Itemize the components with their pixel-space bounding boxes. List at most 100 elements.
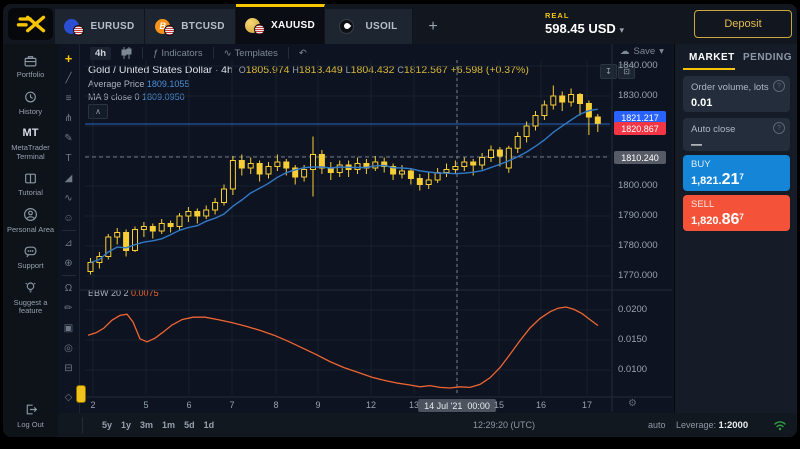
active-tab-underline: [683, 68, 735, 70]
deposit-button[interactable]: Deposit: [694, 10, 792, 38]
chart-style-button[interactable]: [121, 47, 132, 59]
sell-price-badge: 1820.867: [614, 122, 666, 135]
crosshair-icon[interactable]: +: [60, 48, 78, 68]
ohlc-l: L1804.432: [343, 64, 395, 76]
timezone-auto-button[interactable]: auto: [648, 420, 666, 430]
time-axis-label: 15: [494, 400, 504, 410]
tab-market[interactable]: MARKET: [689, 52, 735, 63]
price-axis-label: 1770.000: [618, 270, 658, 281]
pattern-icon[interactable]: ◢: [60, 168, 78, 188]
range-button-5d[interactable]: 5d: [184, 420, 195, 430]
chart-legend: Gold / United States Dollar · 4h O1805.9…: [88, 64, 529, 102]
hide-drawings-icon[interactable]: ◎: [60, 338, 78, 358]
tab-usoil[interactable]: USOIL: [325, 9, 413, 44]
delete-drawings-icon[interactable]: ⊟: [60, 358, 78, 378]
tab-xauusd[interactable]: XAUUSD: [236, 4, 325, 44]
legend-collapse-button[interactable]: ∧: [88, 104, 108, 119]
range-button-1y[interactable]: 1y: [121, 420, 131, 430]
undo-button[interactable]: ↶: [299, 48, 307, 59]
history-icon: [23, 89, 38, 105]
sidebar-item-metatrader-terminal[interactable]: MTMetaTrader Terminal: [3, 125, 58, 161]
sidebar-item-log-out[interactable]: Log Out: [3, 402, 58, 430]
range-button-1d[interactable]: 1d: [204, 420, 215, 430]
add-tab-button[interactable]: +: [413, 9, 453, 44]
range-button-1m[interactable]: 1m: [162, 420, 175, 430]
logo-icon: [16, 14, 46, 34]
broker-logo[interactable]: [8, 8, 53, 40]
function-icon: ƒ: [153, 48, 158, 59]
toolbar-divider: [62, 230, 76, 231]
zoom-in-icon[interactable]: ⊕: [60, 253, 78, 273]
order-volume-value[interactable]: 0.01: [691, 97, 782, 109]
save-button[interactable]: ☁ Save ▾: [620, 46, 664, 57]
symbol-tab-strip: EURUSDBBTCUSD XAUUSD USOIL +: [55, 4, 453, 44]
toolbar-divider: [62, 275, 76, 276]
buy-button[interactable]: BUY 1,821.217: [683, 155, 790, 191]
tab-pending[interactable]: PENDING: [743, 52, 792, 63]
axis-settings-gear-icon[interactable]: ⚙: [628, 398, 637, 409]
emoji-icon[interactable]: ☺: [60, 208, 78, 228]
toolbar-divider: [288, 47, 289, 59]
range-button-5y[interactable]: 5y: [102, 420, 112, 430]
lock-drawings-icon[interactable]: ▣: [60, 318, 78, 338]
cloud-icon: ☁: [620, 46, 630, 57]
server-clock: 12:29:20 (UTC): [473, 420, 535, 430]
auto-close-value[interactable]: —: [691, 139, 782, 151]
tab-label: XAUUSD: [271, 20, 315, 31]
scroll-to-recent-button[interactable]: ↧: [600, 64, 617, 79]
chart-toolbar: 4h ƒ Indicators ∿ Templates ↶ ☁ Save ▾: [80, 44, 672, 62]
us-flag-icon: [164, 25, 175, 36]
price-axis-label: 1780.000: [618, 240, 658, 251]
account-switcher[interactable]: REAL 598.45 USD ▾: [545, 11, 624, 36]
help-icon[interactable]: ?: [773, 122, 785, 134]
tab-btcusd[interactable]: BBTCUSD: [145, 9, 236, 44]
drawing-mode-icon[interactable]: ✏: [60, 298, 78, 318]
time-axis-label: 5: [143, 400, 148, 410]
sidebar-item-label: Personal Area: [5, 226, 57, 235]
price-axis-label: 1830.000: [618, 90, 658, 101]
tab-label: USOIL: [365, 21, 397, 32]
text-icon[interactable]: T: [60, 148, 78, 168]
pitchfork-icon[interactable]: ⋔: [60, 108, 78, 128]
toolbar-divider: [213, 47, 214, 59]
order-volume-card[interactable]: Order volume, lots 0.01 ?: [683, 76, 790, 112]
btc-icon: B: [155, 18, 175, 36]
help-icon[interactable]: ?: [773, 80, 785, 92]
chat-icon: [23, 243, 38, 259]
tab-eurusd[interactable]: EURUSD: [55, 9, 145, 44]
sell-price: 1,820.867: [691, 211, 782, 229]
drawing-anchor-marker[interactable]: [76, 385, 86, 403]
sidebar-item-personal-area[interactable]: Personal Area: [3, 207, 58, 235]
sidebar-item-suggest-a-feature[interactable]: Suggest a feature: [3, 280, 58, 316]
ma-row: MA 9 close 0 1809.0950: [88, 92, 529, 102]
legend-title-row: Gold / United States Dollar · 4h O1805.9…: [88, 64, 529, 76]
sidebar-item-portfolio[interactable]: Portfolio: [3, 52, 58, 80]
briefcase-icon: [23, 52, 38, 68]
sidebar-item-label: History: [5, 108, 57, 117]
brush-icon[interactable]: ✎: [60, 128, 78, 148]
sidebar-item-history[interactable]: History: [3, 89, 58, 117]
favorites-icon[interactable]: ◇: [60, 387, 78, 407]
time-axis-label: 7: [229, 400, 234, 410]
timeframe-button[interactable]: 4h: [90, 47, 111, 60]
magnet-icon[interactable]: Ω: [60, 278, 78, 298]
range-button-3m[interactable]: 3m: [140, 420, 153, 430]
elliott-wave-icon[interactable]: ∿: [60, 188, 78, 208]
order-panel: MARKET PENDING Order volume, lots 0.01 ?…: [674, 44, 797, 413]
indicators-button[interactable]: ƒ Indicators: [153, 48, 202, 59]
sidebar-item-tutorial[interactable]: Tutorial: [3, 170, 58, 198]
trend-line-icon[interactable]: ╱: [60, 68, 78, 88]
symbol-title[interactable]: Gold / United States Dollar: [88, 64, 212, 76]
chart-area[interactable]: 4h ƒ Indicators ∿ Templates ↶ ☁ Save ▾: [80, 44, 672, 413]
avg-price-row: Average Price 1809.1055: [88, 79, 529, 89]
sidebar-item-support[interactable]: Support: [3, 243, 58, 271]
measure-icon[interactable]: ⊿: [60, 233, 78, 253]
mt-icon: MT: [23, 125, 39, 141]
bulb-icon: [23, 280, 38, 296]
fib-retracement-icon[interactable]: ≡: [60, 88, 78, 108]
auto-close-card[interactable]: Auto close — ?: [683, 118, 790, 151]
templates-button[interactable]: ∿ Templates: [224, 48, 278, 59]
sell-button[interactable]: SELL 1,820.867: [683, 195, 790, 231]
leverage-info: Leverage: 1:2000: [676, 420, 748, 431]
bbw-indicator-label[interactable]: BBW 20 2 0.0075: [88, 288, 159, 298]
